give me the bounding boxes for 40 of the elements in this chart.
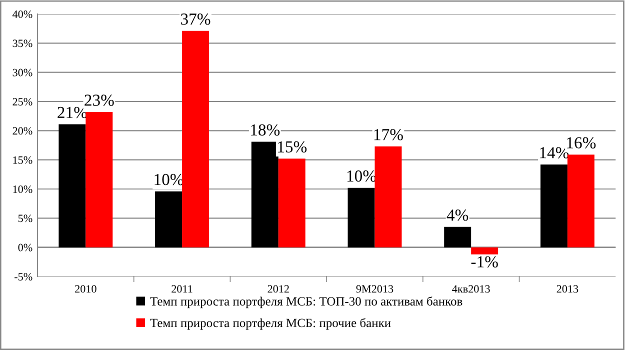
data-label: 23%: [84, 94, 114, 106]
bar: [348, 188, 375, 248]
bar: [58, 124, 86, 248]
bar: [278, 158, 306, 248]
legend-label: Темп прироста портфеля МСБ: прочие банки: [150, 318, 391, 330]
data-label: 18%: [251, 124, 280, 136]
legend-label: Темп прироста портфеля МСБ: ТОП-30 по активам банков: [150, 296, 462, 308]
y-tick-label: 25%: [12, 98, 32, 106]
bar: [86, 112, 113, 248]
bar: [374, 146, 402, 248]
y-tick-label: 35%: [12, 40, 32, 48]
bar: [182, 30, 210, 248]
y-tick-label: 10%: [13, 185, 32, 193]
data-label: 15%: [278, 141, 307, 153]
x-tick-label: 2010: [75, 285, 96, 293]
x-tick-label: 2013: [556, 285, 578, 293]
bar: [444, 226, 472, 248]
x-tick-label: 2011: [172, 285, 192, 293]
bar: [567, 154, 594, 248]
data-label: 16%: [567, 137, 596, 148]
x-tick-label: 2012: [268, 285, 289, 293]
y-tick-label: 40%: [12, 10, 32, 18]
data-label: 4%: [446, 210, 468, 221]
data-label: -1%: [471, 256, 498, 268]
bar: [471, 247, 498, 254]
y-tick-label: 5%: [18, 214, 32, 222]
y-tick-label: 15%: [13, 156, 32, 164]
x-tick-label: 4кв2013: [452, 285, 490, 293]
x-tick-label: 9M2013: [356, 285, 394, 293]
y-tick-label: 0%: [18, 244, 32, 252]
data-label: 37%: [181, 14, 210, 25]
y-tick-label: 20%: [12, 127, 32, 135]
data-label: 14%: [540, 147, 569, 158]
bar: [251, 142, 278, 248]
bar: [540, 164, 568, 248]
bar: [155, 191, 182, 248]
data-label: 10%: [347, 170, 376, 182]
y-tick-label: 30%: [12, 68, 32, 76]
data-label: 17%: [374, 129, 403, 140]
y-tick-label: -5%: [14, 272, 32, 280]
